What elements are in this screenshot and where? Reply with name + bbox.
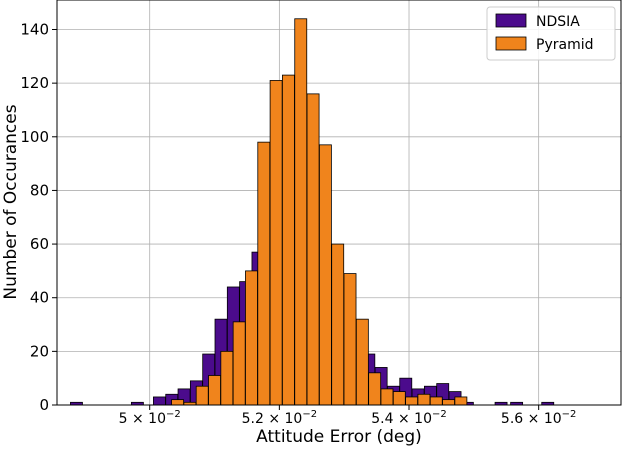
pyramid-bar bbox=[282, 74, 295, 406]
legend-swatch bbox=[495, 36, 527, 51]
legend-swatch bbox=[495, 13, 527, 28]
pyramid-bar bbox=[355, 318, 369, 406]
pyramid-bar bbox=[318, 144, 332, 406]
y-tick-label: 40 bbox=[30, 289, 49, 307]
legend-label: NDSIA bbox=[536, 14, 580, 30]
pyramid-bar bbox=[417, 393, 431, 406]
pyramid-bar bbox=[306, 93, 320, 406]
pyramid-bar bbox=[269, 80, 283, 406]
y-tick-label: 0 bbox=[39, 396, 49, 414]
x-tick-label: 5.4 × 10−2 bbox=[371, 409, 446, 427]
legend: NDSIA Pyramid bbox=[486, 6, 616, 61]
pyramid-bar bbox=[442, 399, 455, 406]
pyramid-bar bbox=[294, 18, 308, 406]
pyramid-bar bbox=[220, 350, 234, 406]
y-axis-label: Number of Occurances bbox=[1, 104, 21, 299]
x-tick-label: 5 × 10−2 bbox=[119, 409, 181, 427]
plot-frame bbox=[56, 0, 622, 406]
x-axis-label: Attitude Error (deg) bbox=[256, 427, 422, 446]
x-tick-label: 5.2 × 10−2 bbox=[242, 409, 317, 427]
y-tick-label: 20 bbox=[30, 342, 49, 360]
y-tick-label: 140 bbox=[20, 21, 49, 39]
y-tick-label: 100 bbox=[20, 128, 49, 146]
y-tick-label: 120 bbox=[20, 74, 49, 92]
pyramid-bar bbox=[429, 396, 443, 406]
pyramid-bar bbox=[171, 399, 184, 406]
pyramid-bar bbox=[405, 396, 419, 406]
legend-label: Pyramid bbox=[536, 37, 593, 53]
pyramid-bar bbox=[380, 388, 394, 406]
pyramid-bar bbox=[195, 385, 209, 406]
y-tick-label: 80 bbox=[30, 181, 49, 199]
pyramid-bar bbox=[208, 375, 221, 406]
pyramid-bar bbox=[245, 270, 258, 406]
pyramid-bar bbox=[232, 321, 246, 406]
pyramid-bar bbox=[331, 243, 345, 406]
pyramid-bar bbox=[392, 391, 406, 406]
bar-layer bbox=[70, 18, 555, 406]
x-tick-label: 5.6 × 10−2 bbox=[501, 409, 576, 427]
y-tick-label: 60 bbox=[30, 235, 49, 253]
pyramid-bar bbox=[454, 396, 468, 406]
tick-layer: 0 20 40 60 80 100 120 140 5 × 10−2 5.2 × 10−2 5.4 … bbox=[20, 21, 576, 427]
pyramid-bar bbox=[257, 141, 271, 406]
pyramid-bar bbox=[368, 372, 382, 406]
ndsia-bar bbox=[153, 396, 166, 406]
pyramid-bar bbox=[343, 273, 357, 406]
